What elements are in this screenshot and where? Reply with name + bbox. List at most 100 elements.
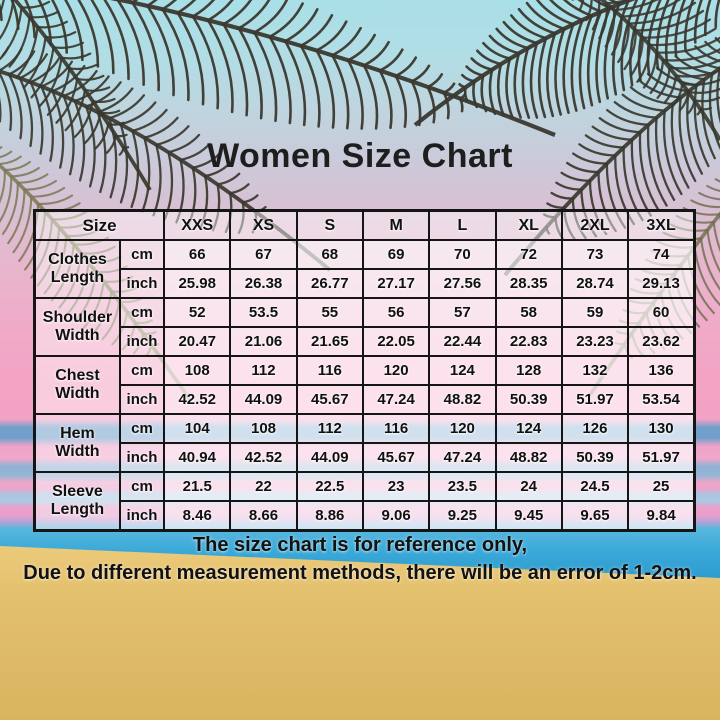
size-value-cell: 104 bbox=[163, 413, 232, 444]
size-value-cell: 60 bbox=[627, 297, 696, 328]
size-value-cell: 21.65 bbox=[295, 326, 364, 357]
size-value-cell: 128 bbox=[494, 355, 563, 386]
size-value-cell: 59 bbox=[560, 297, 630, 328]
size-value-cell: 23.5 bbox=[428, 471, 497, 502]
size-value-cell: 74 bbox=[627, 239, 696, 270]
footer-note-line2: Due to different measurement methods, th… bbox=[23, 562, 697, 584]
size-header-cell: 2XL bbox=[560, 209, 630, 241]
size-value-cell: 45.67 bbox=[361, 442, 431, 473]
size-value-cell: 21.06 bbox=[229, 326, 298, 357]
size-value-cell: 130 bbox=[627, 413, 696, 444]
size-value-cell: 23.62 bbox=[627, 326, 696, 357]
size-value-cell: 58 bbox=[494, 297, 563, 328]
size-value-cell: 55 bbox=[295, 297, 364, 328]
size-value-cell: 25 bbox=[627, 471, 696, 502]
measurement-label-cell: Hem Width bbox=[33, 413, 121, 473]
size-value-cell: 8.66 bbox=[229, 500, 298, 532]
size-value-cell: 9.45 bbox=[494, 500, 563, 532]
size-value-cell: 48.82 bbox=[428, 384, 497, 415]
size-value-cell: 124 bbox=[428, 355, 497, 386]
unit-cm-cell: cm bbox=[118, 413, 166, 444]
size-value-cell: 44.09 bbox=[295, 442, 364, 473]
size-value-cell: 112 bbox=[295, 413, 364, 444]
size-value-cell: 9.65 bbox=[560, 500, 630, 532]
unit-cm-cell: cm bbox=[118, 297, 166, 328]
size-value-cell: 9.06 bbox=[361, 500, 431, 532]
size-value-cell: 70 bbox=[428, 239, 497, 270]
size-value-cell: 8.46 bbox=[163, 500, 232, 532]
size-header-cell: L bbox=[428, 209, 497, 241]
measurement-label-cell: Shoulder Width bbox=[33, 297, 121, 357]
size-value-cell: 44.09 bbox=[229, 384, 298, 415]
size-value-cell: 24 bbox=[494, 471, 563, 502]
unit-inch-cell: inch bbox=[118, 326, 166, 357]
size-value-cell: 20.47 bbox=[163, 326, 232, 357]
size-value-cell: 108 bbox=[229, 413, 298, 444]
size-value-cell: 42.52 bbox=[163, 384, 232, 415]
size-value-cell: 29.13 bbox=[627, 268, 696, 299]
size-value-cell: 120 bbox=[428, 413, 497, 444]
size-value-cell: 73 bbox=[560, 239, 630, 270]
size-value-cell: 22.83 bbox=[494, 326, 563, 357]
unit-inch-cell: inch bbox=[118, 442, 166, 473]
size-header-cell: XS bbox=[229, 209, 298, 241]
size-value-cell: 26.77 bbox=[295, 268, 364, 299]
page-title: Women Size Chart bbox=[207, 137, 513, 175]
size-value-cell: 28.35 bbox=[494, 268, 563, 299]
unit-inch-cell: inch bbox=[118, 384, 166, 415]
size-value-cell: 24.5 bbox=[560, 471, 630, 502]
size-value-cell: 23 bbox=[361, 471, 431, 502]
size-value-cell: 26.38 bbox=[229, 268, 298, 299]
size-value-cell: 28.74 bbox=[560, 268, 630, 299]
size-header-cell: XL bbox=[494, 209, 563, 241]
size-value-cell: 27.56 bbox=[428, 268, 497, 299]
size-value-cell: 21.5 bbox=[163, 471, 232, 502]
size-header-cell: 3XL bbox=[627, 209, 696, 241]
size-value-cell: 72 bbox=[494, 239, 563, 270]
size-value-cell: 57 bbox=[428, 297, 497, 328]
size-value-cell: 52 bbox=[163, 297, 232, 328]
size-value-cell: 136 bbox=[627, 355, 696, 386]
size-value-cell: 126 bbox=[560, 413, 630, 444]
size-value-cell: 40.94 bbox=[163, 442, 232, 473]
size-value-cell: 116 bbox=[295, 355, 364, 386]
size-value-cell: 108 bbox=[163, 355, 232, 386]
size-value-cell: 112 bbox=[229, 355, 298, 386]
size-value-cell: 22 bbox=[229, 471, 298, 502]
size-value-cell: 9.84 bbox=[627, 500, 696, 532]
size-value-cell: 22.44 bbox=[428, 326, 497, 357]
size-value-cell: 50.39 bbox=[494, 384, 563, 415]
size-value-cell: 120 bbox=[361, 355, 431, 386]
size-value-cell: 116 bbox=[361, 413, 431, 444]
size-value-cell: 8.86 bbox=[295, 500, 364, 532]
size-value-cell: 53.54 bbox=[627, 384, 696, 415]
size-value-cell: 23.23 bbox=[560, 326, 630, 357]
size-chart-table-container: Size XXS XS S M L XL 2XL 3XL Clothes Length cm 66 67… bbox=[33, 209, 696, 532]
size-value-cell: 69 bbox=[361, 239, 431, 270]
size-header-cell: S bbox=[295, 209, 364, 241]
unit-cm-cell: cm bbox=[118, 355, 166, 386]
size-value-cell: 51.97 bbox=[627, 442, 696, 473]
size-value-cell: 45.67 bbox=[295, 384, 364, 415]
unit-inch-cell: inch bbox=[118, 268, 166, 299]
measurement-label-cell: Chest Width bbox=[33, 355, 121, 415]
measurement-label-cell: Sleeve Length bbox=[33, 471, 121, 532]
size-value-cell: 47.24 bbox=[361, 384, 431, 415]
measurement-label-cell: Clothes Length bbox=[33, 239, 121, 299]
size-value-cell: 27.17 bbox=[361, 268, 431, 299]
unit-inch-cell: inch bbox=[118, 500, 166, 532]
size-header-cell: XXS bbox=[163, 209, 232, 241]
size-value-cell: 48.82 bbox=[494, 442, 563, 473]
size-value-cell: 25.98 bbox=[163, 268, 232, 299]
size-header-cell: M bbox=[361, 209, 431, 241]
size-value-cell: 47.24 bbox=[428, 442, 497, 473]
size-value-cell: 67 bbox=[229, 239, 298, 270]
size-value-cell: 53.5 bbox=[229, 297, 298, 328]
sand-area bbox=[0, 546, 720, 720]
size-value-cell: 124 bbox=[494, 413, 563, 444]
size-value-cell: 132 bbox=[560, 355, 630, 386]
size-value-cell: 68 bbox=[295, 239, 364, 270]
size-value-cell: 51.97 bbox=[560, 384, 630, 415]
unit-cm-cell: cm bbox=[118, 239, 166, 270]
